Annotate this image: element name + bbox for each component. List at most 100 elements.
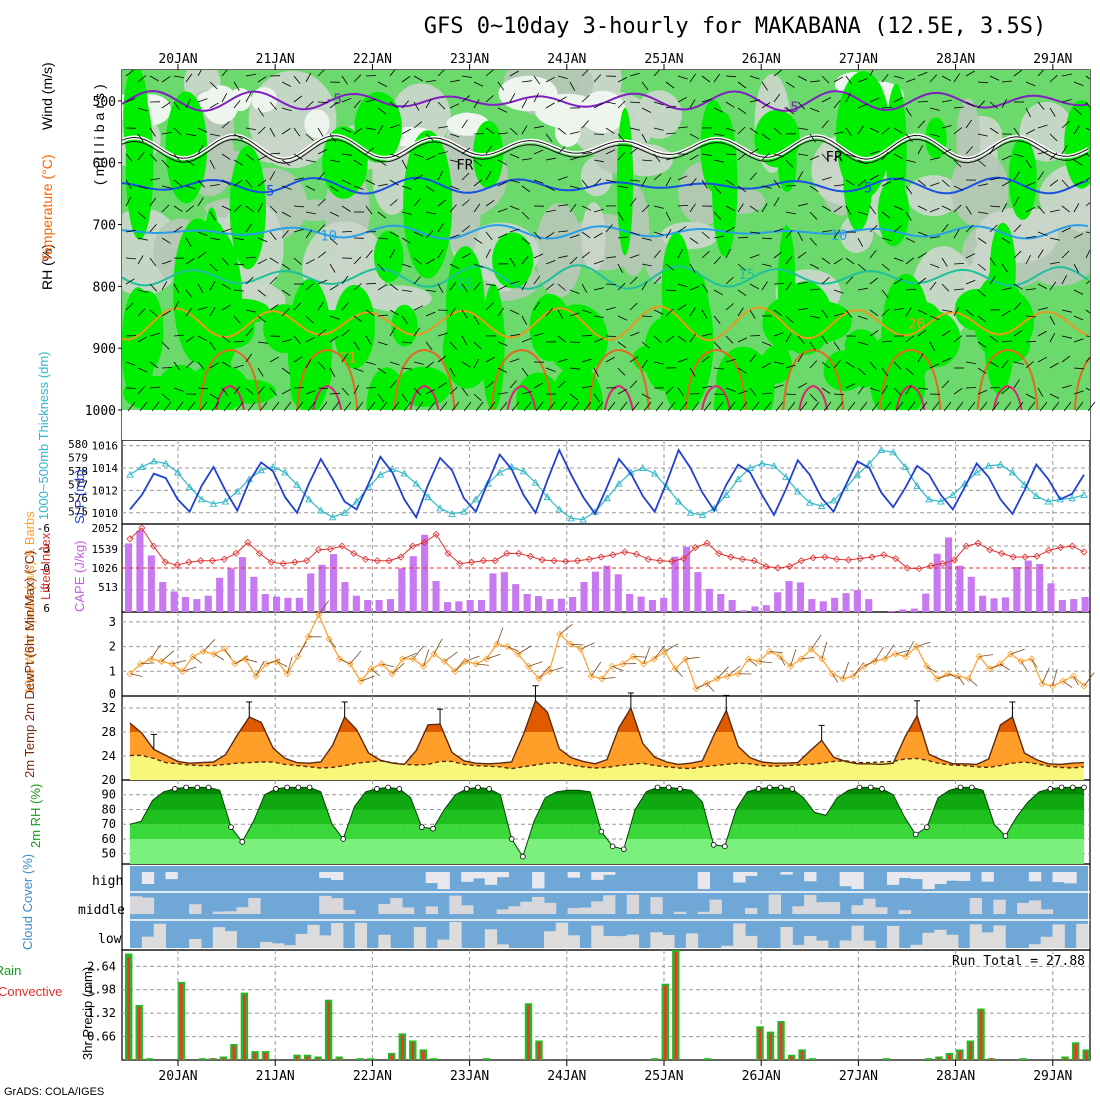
wind-barb	[197, 251, 207, 259]
cape-bar	[375, 600, 383, 612]
wind-barb	[149, 153, 157, 162]
wind-barb	[773, 70, 783, 77]
wind-barb	[533, 125, 544, 129]
thickness-point	[1068, 494, 1076, 502]
wind-barb	[221, 335, 231, 343]
cape-bar	[705, 588, 713, 612]
wind-barb	[905, 107, 912, 117]
wind-barb	[461, 225, 471, 233]
wind-barb	[497, 367, 508, 373]
rh-point	[778, 784, 784, 791]
wind-barb	[377, 341, 388, 346]
wind-barb	[449, 103, 460, 109]
wind-barb	[569, 81, 576, 91]
cloud-low-block	[271, 943, 285, 948]
wind-barb-10m	[601, 677, 616, 680]
cloud-low-block	[449, 922, 462, 948]
wind-speed-point	[765, 647, 774, 656]
wind-barb	[569, 367, 580, 370]
thickness-point	[984, 461, 993, 469]
wind-barb	[797, 335, 805, 344]
wind-speed-point	[493, 640, 501, 648]
surface-barb	[811, 401, 820, 412]
wind-barb-10m	[507, 646, 519, 652]
wind-barb	[737, 367, 747, 374]
slp-tick-label: 1012	[92, 484, 119, 497]
wind-barb	[977, 289, 986, 297]
wind-barb	[557, 380, 566, 389]
surface-barb	[727, 401, 736, 412]
cape-bar	[489, 573, 497, 612]
wind-barb	[593, 178, 602, 187]
wind-barb	[881, 106, 893, 109]
wind-barb	[341, 302, 349, 311]
wind-barb	[701, 98, 712, 103]
surface-barb	[739, 401, 748, 412]
wind-barb	[713, 185, 722, 194]
wind-barb	[245, 256, 257, 259]
wind-speed-point	[409, 655, 417, 663]
wind-barb	[953, 335, 963, 343]
thickness-point	[674, 497, 683, 505]
wind-barb-10m	[674, 668, 683, 678]
wind-barb	[1037, 307, 1048, 311]
wind-speed-point	[891, 650, 899, 658]
wind-barb	[617, 77, 628, 83]
wind-barb	[509, 333, 520, 337]
surface-barb	[595, 401, 604, 412]
wind-speed-point	[619, 660, 627, 668]
wind-barb	[521, 125, 528, 135]
pressure-axis-label: (millibars)	[91, 80, 107, 185]
wind-barb	[617, 367, 626, 376]
wind-barb	[245, 387, 254, 395]
wind-speed-point	[419, 662, 428, 670]
rh-tick-label: 80	[102, 802, 116, 816]
wind-barb	[725, 205, 735, 212]
rh-moist-blob	[123, 70, 149, 169]
wind-barb	[329, 237, 338, 245]
wind-barb	[377, 263, 385, 272]
wind-barb	[389, 124, 400, 129]
cloud-middle-block	[745, 908, 758, 914]
rh-point	[194, 784, 201, 791]
wind-barb	[557, 255, 568, 259]
precip-convective-bar	[264, 1052, 267, 1060]
wind-barb-10m	[706, 683, 715, 692]
cape-bar	[455, 601, 463, 612]
wind-barb	[137, 75, 146, 83]
wind-barb	[617, 282, 626, 291]
thickness-point	[412, 479, 420, 487]
cloud-level-low: low	[98, 932, 122, 947]
wind-barb	[173, 127, 182, 136]
wind-barb	[281, 211, 291, 218]
wind-barb	[185, 237, 192, 247]
wind-barb	[293, 228, 304, 233]
precip-convective-bar	[295, 1056, 299, 1060]
wind-speed-point	[1059, 677, 1067, 685]
surface-barb	[571, 401, 580, 412]
cloud-middle-block	[768, 894, 781, 914]
wind-barb	[425, 289, 436, 292]
cloud-low-block	[1052, 924, 1065, 948]
surface-barb	[847, 401, 856, 412]
rh-low-moist-blob	[391, 304, 418, 347]
wind-barb	[269, 356, 279, 363]
thickness-point	[925, 495, 933, 503]
wind-barb	[785, 159, 794, 168]
wind-barb	[1061, 73, 1072, 77]
wind-barb	[173, 101, 181, 111]
wind-barb	[605, 335, 617, 337]
cloud-middle-block	[709, 899, 722, 914]
wind-barb	[653, 361, 664, 365]
precip-convective-bar	[1063, 1058, 1067, 1060]
wind-barb	[365, 205, 373, 215]
wind-barb	[149, 197, 157, 207]
wind-barb	[977, 263, 987, 271]
wind-barb	[269, 231, 277, 241]
wind-barb-10m	[486, 653, 501, 660]
wind-barb	[761, 185, 772, 189]
wind-speed-point	[252, 672, 260, 680]
wind-barb	[701, 309, 708, 319]
wind-barb	[893, 205, 904, 211]
lifted-index-point	[621, 548, 629, 556]
